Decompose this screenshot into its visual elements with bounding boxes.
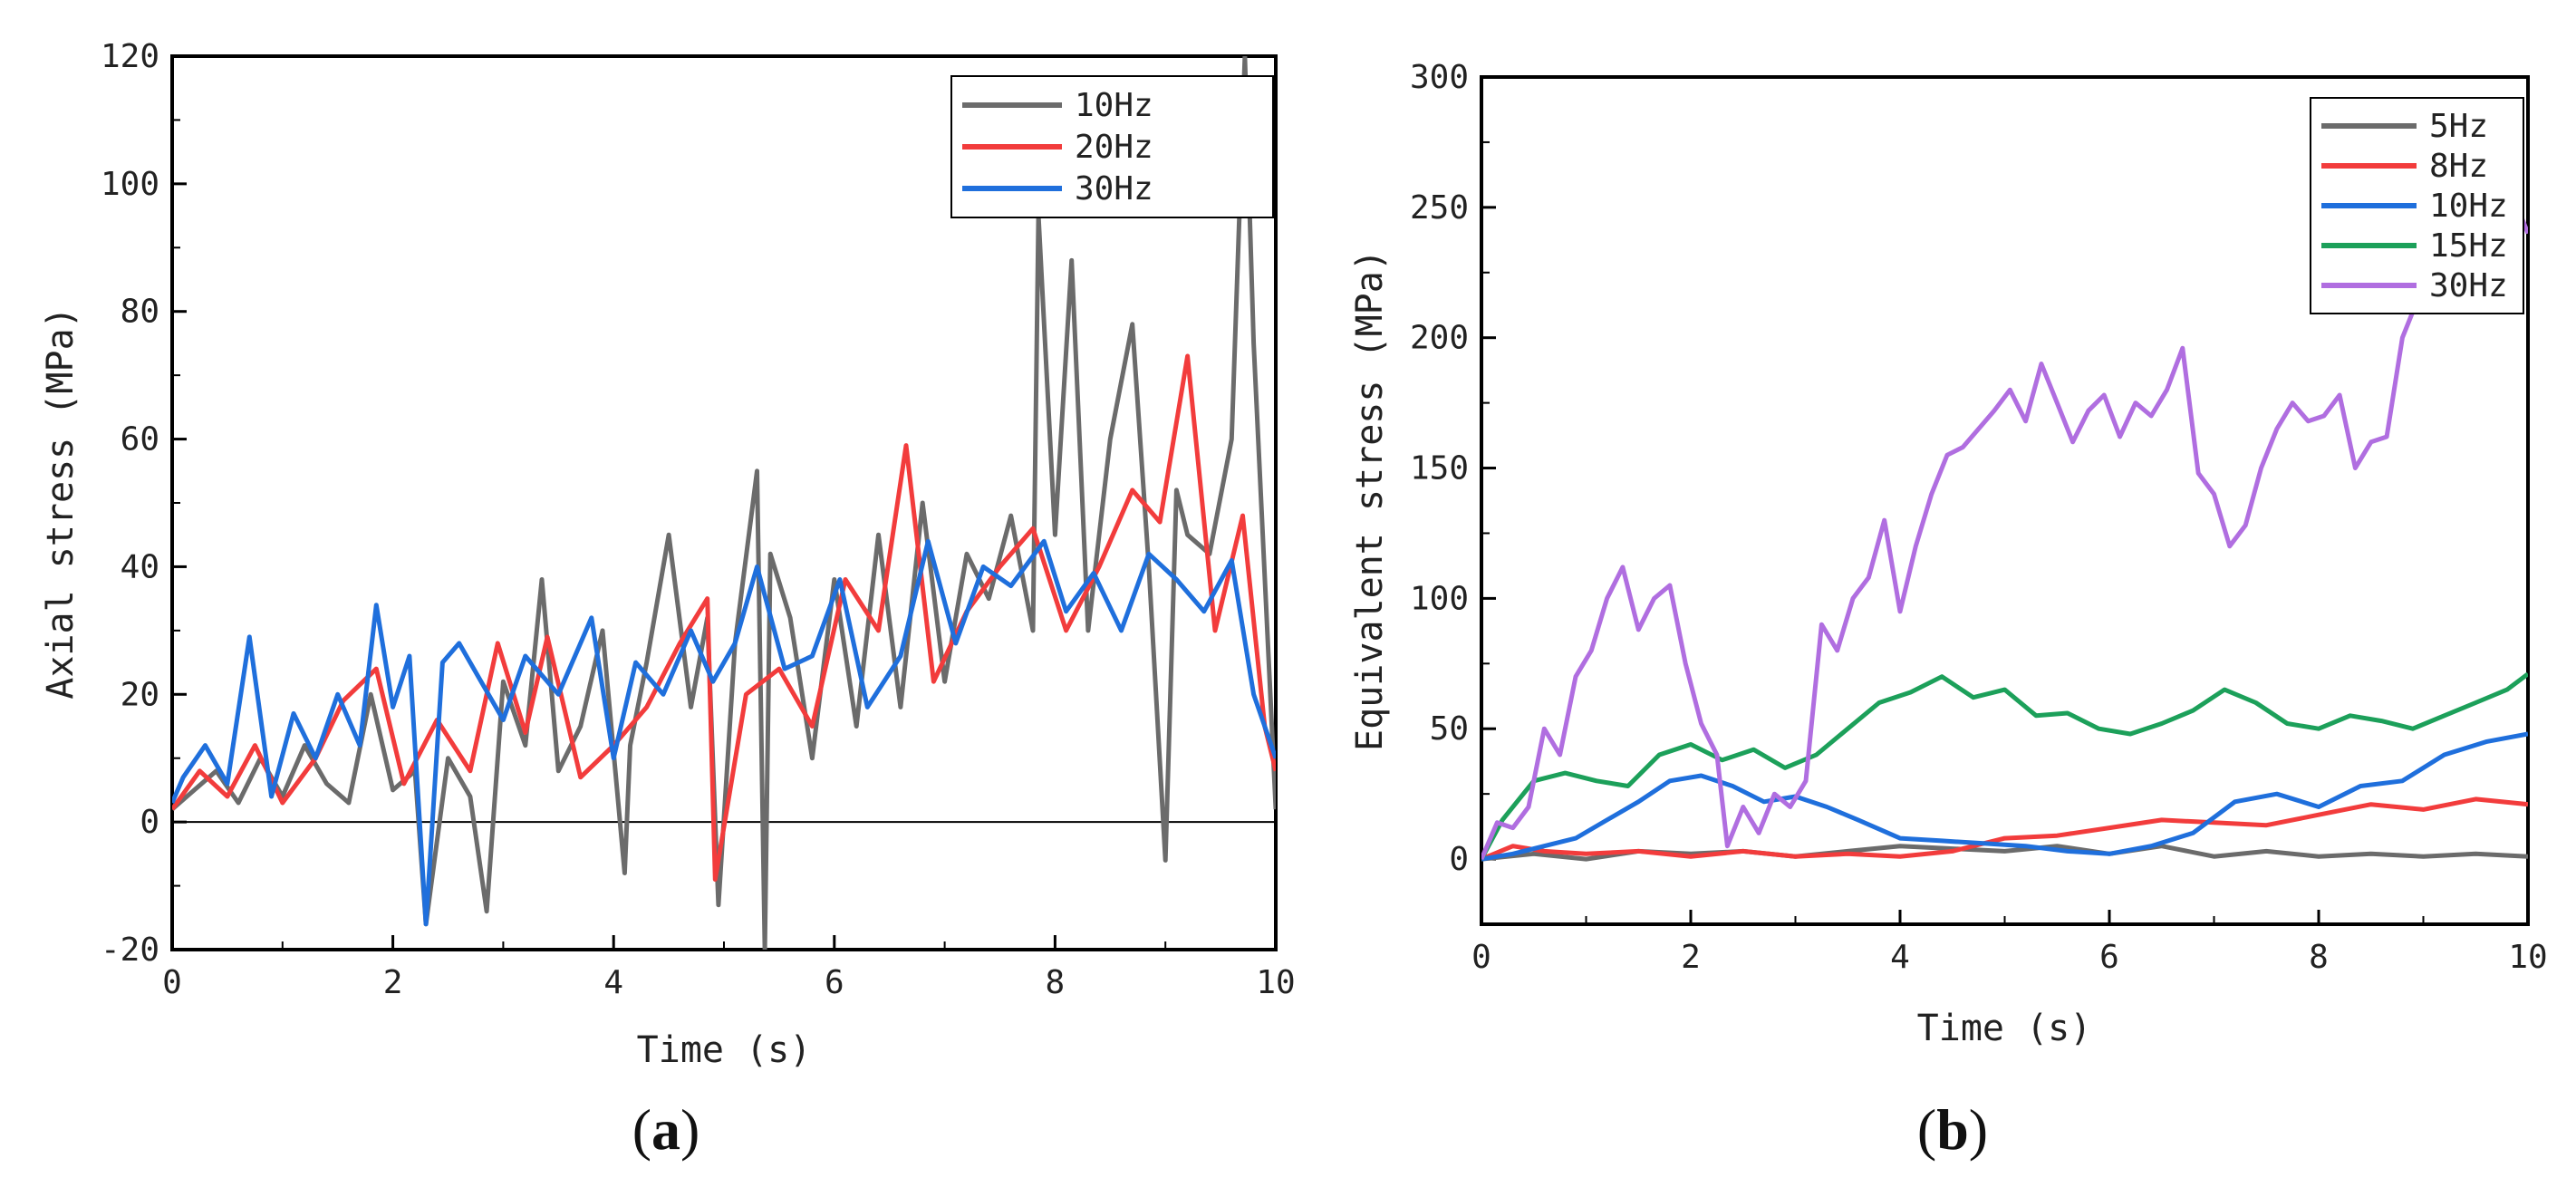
y-tick-label-b: 300 (1410, 59, 1469, 96)
y-tick-label-b: 50 (1430, 710, 1469, 748)
x-tick-label-a: 10 (1256, 964, 1295, 1001)
x-tick-label-b: 8 (2309, 939, 2329, 976)
x-tick-label-a: 6 (825, 964, 844, 1001)
panel-label-b: (b) (1917, 1097, 1988, 1162)
x-tick-label-a: 4 (603, 964, 623, 1001)
x-tick-label-b: 6 (2099, 939, 2119, 976)
legend-label-30hz: 30Hz (2429, 267, 2508, 304)
x-tick-label-b: 0 (1471, 939, 1491, 976)
series-line-30hz (1481, 173, 2528, 861)
x-axis-title-a: Time (s) (637, 1029, 812, 1071)
x-tick-label-a: 2 (383, 964, 403, 1001)
y-tick-label-b: 200 (1410, 320, 1469, 357)
legend-label-5hz: 5Hz (2429, 108, 2488, 145)
y-tick-label-a: 0 (140, 804, 159, 841)
x-tick-label-b: 10 (2508, 939, 2547, 976)
legend-label-10hz: 10Hz (1075, 87, 1153, 124)
series-line-20hz (172, 353, 1276, 882)
y-tick-label-a: 20 (121, 676, 159, 713)
y-tick-label-a: -20 (101, 932, 159, 969)
x-tick-label-a: 0 (162, 964, 182, 1001)
y-tick-label-a: 100 (101, 166, 159, 203)
y-tick-label-a: 80 (121, 294, 159, 331)
plot-area-a (172, 56, 1276, 950)
y-tick-label-b: 0 (1449, 841, 1469, 878)
series-group-a (172, 56, 1276, 950)
panel-label-a-letter: a (651, 1097, 680, 1162)
panel-label-a: (a) (632, 1097, 700, 1162)
y-tick-label-b: 100 (1410, 580, 1469, 617)
legend-label-10hz: 10Hz (2429, 188, 2508, 225)
y-tick-label-a: 120 (101, 38, 159, 75)
series-line-15hz (1481, 671, 2528, 861)
y-axis-title-b: Equivalent stress (MPa) (1349, 249, 1391, 751)
legend-label-20hz: 20Hz (1075, 129, 1153, 166)
x-axis-title-b: Time (s) (1917, 1008, 2092, 1049)
legend-label-8hz: 8Hz (2429, 148, 2488, 185)
panel-label-b-letter: b (1936, 1097, 1969, 1162)
x-tick-label-b: 4 (1890, 939, 1910, 976)
legend-label-30hz: 30Hz (1075, 170, 1153, 208)
y-axis-title-a: Axial stress (MPa) (40, 306, 82, 699)
series-line-10hz (172, 56, 1276, 950)
series-line-30hz (172, 538, 1276, 927)
series-line-10hz (1481, 731, 2528, 862)
y-tick-label-b: 250 (1410, 189, 1469, 227)
y-tick-label-a: 60 (121, 421, 159, 459)
plot-area-b (1481, 173, 2528, 862)
legend-label-15hz: 15Hz (2429, 227, 2508, 265)
y-tick-label-b: 150 (1410, 450, 1469, 487)
series-group-b (1481, 173, 2528, 862)
x-tick-label-a: 8 (1046, 964, 1066, 1001)
legend-a: 10Hz 20Hz 30Hz (950, 75, 1274, 218)
x-tick-label-b: 2 (1681, 939, 1701, 976)
y-tick-label-a: 40 (121, 548, 159, 585)
